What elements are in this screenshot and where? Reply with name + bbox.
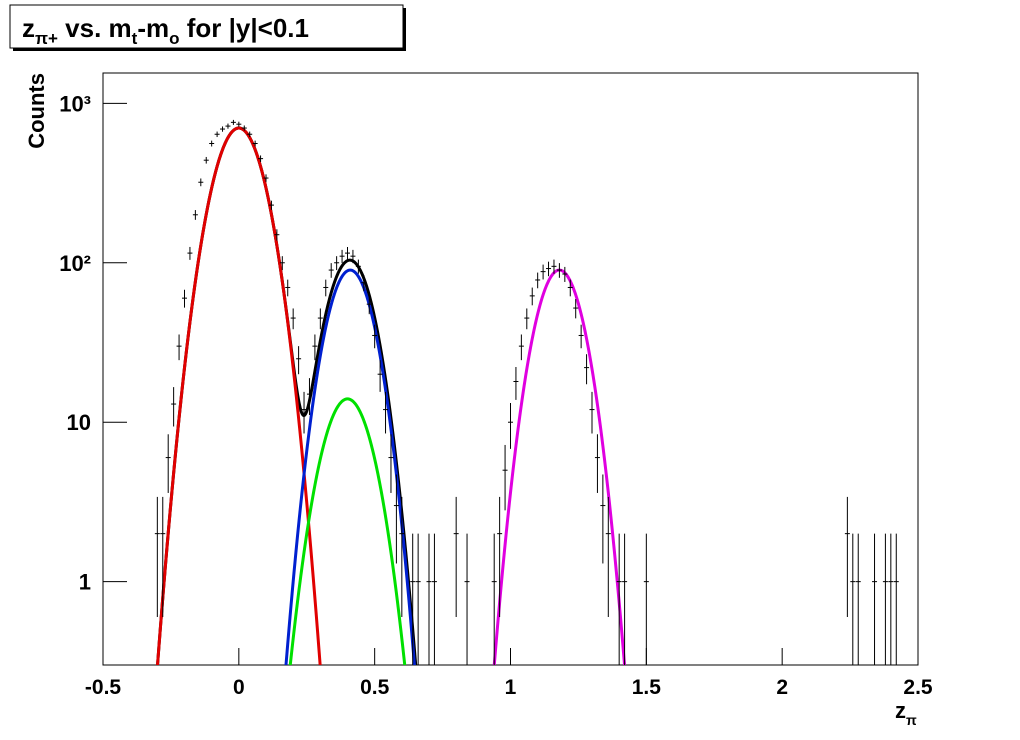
plot-area	[154, 119, 899, 665]
x-tick-label: 1	[505, 676, 517, 699]
x-tick-label: 0.5	[360, 676, 390, 699]
fit-curve	[156, 126, 322, 665]
y-axis-label: Counts	[24, 73, 49, 149]
y-tick-label: 10³	[59, 91, 91, 116]
x-tick-label: 2	[776, 676, 788, 699]
subscript: t	[132, 29, 138, 48]
y-tick-label: 10	[67, 410, 91, 435]
subscript: π+	[35, 29, 58, 48]
chart-title: zπ+ vs. mt-mo for |y|<0.1	[22, 13, 309, 48]
subscript: π	[906, 712, 917, 728]
title-box	[9, 4, 404, 49]
x-tick-label: 1.5	[632, 676, 662, 699]
text-part: vs. m	[58, 13, 132, 43]
fit-curve	[288, 397, 407, 665]
x-tick-label: -0.5	[85, 676, 122, 699]
text-part: -m	[137, 13, 169, 43]
subscript: o	[169, 29, 179, 48]
x-tick-label: 0	[233, 676, 245, 699]
x-tick-label: 2.5	[903, 676, 933, 699]
y-tick-label: 10²	[59, 251, 91, 276]
y-tick-label: 1	[79, 570, 91, 595]
text-part: z	[895, 698, 906, 723]
x-axis-label: zπ	[895, 698, 917, 728]
fit-curve	[284, 268, 416, 665]
text-part: for |y|<0.1	[180, 13, 309, 43]
text-part: z	[22, 13, 35, 43]
